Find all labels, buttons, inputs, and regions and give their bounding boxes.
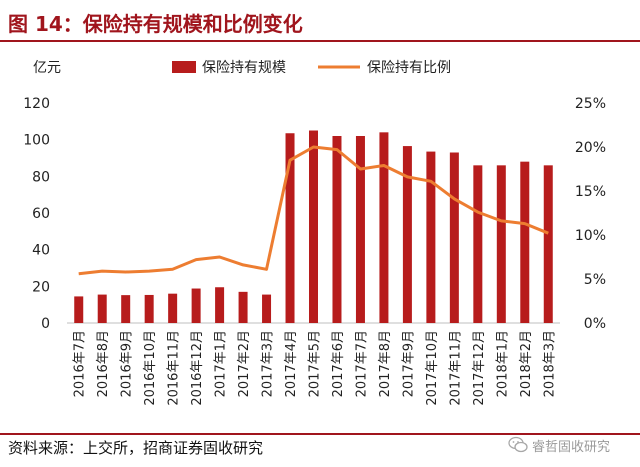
legend-bar-label: 保险持有规模 xyxy=(202,60,286,76)
x-tick-label: 2017年4月 xyxy=(284,330,299,397)
right-axis-ticks: 0% 5% 10% 15% 20% 25% xyxy=(575,96,606,332)
left-tick-label: 60 xyxy=(32,206,50,222)
legend: 保险持有规模 保险持有比例 xyxy=(172,60,451,76)
x-tick-label: 2017年3月 xyxy=(261,330,276,397)
legend-bar-swatch xyxy=(172,61,196,73)
x-tick-label: 2017年5月 xyxy=(308,330,323,397)
left-tick-label: 40 xyxy=(32,243,50,259)
bar xyxy=(473,165,483,323)
legend-line-label: 保险持有比例 xyxy=(367,60,451,76)
right-tick-label: 15% xyxy=(575,184,606,200)
right-tick-label: 5% xyxy=(584,272,606,288)
line-series xyxy=(78,145,549,276)
left-tick-label: 0 xyxy=(41,316,50,332)
x-tick-label: 2017年9月 xyxy=(401,330,416,397)
footer-divider xyxy=(0,433,640,435)
bar xyxy=(144,294,154,323)
bar xyxy=(121,295,131,323)
bar xyxy=(449,152,459,323)
x-tick-label: 2017年7月 xyxy=(354,330,369,397)
x-tick-label: 2016年7月 xyxy=(73,330,88,397)
right-tick-label: 20% xyxy=(575,140,606,156)
left-tick-label: 100 xyxy=(23,133,50,149)
chart: 亿元 保险持有规模 保险持有比例 0 20 40 60 80 100 120 0% 5% 10%… xyxy=(23,60,606,406)
x-axis-ticks: 2016年7月 2016年8月 2016年9月 2016年10月 2016年11月 201… xyxy=(73,330,558,406)
x-tick-label: 2016年10月 xyxy=(143,330,158,406)
bar xyxy=(215,287,225,323)
x-tick-label: 2016年11月 xyxy=(167,330,182,406)
bar xyxy=(262,294,272,323)
right-tick-label: 0% xyxy=(584,316,606,332)
x-tick-label: 2018年3月 xyxy=(542,330,557,397)
left-tick-label: 20 xyxy=(32,279,50,295)
right-tick-label: 10% xyxy=(575,228,606,244)
bar xyxy=(97,294,107,323)
right-tick-label: 25% xyxy=(575,96,606,112)
bar xyxy=(543,165,553,323)
x-tick-label: 2017年8月 xyxy=(378,330,393,397)
left-axis-ticks: 0 20 40 60 80 100 120 xyxy=(23,96,50,332)
x-tick-label: 2017年10月 xyxy=(425,330,440,406)
x-tick-label: 2016年9月 xyxy=(120,330,135,397)
left-tick-label: 120 xyxy=(23,96,50,112)
bar xyxy=(355,136,365,323)
figure-title: 图 14：保险持有规模和比例变化 xyxy=(8,12,303,36)
bar xyxy=(496,165,506,323)
watermark-text: 睿哲固收研究 xyxy=(532,439,611,455)
bar xyxy=(332,136,342,323)
bar xyxy=(191,288,201,323)
bar xyxy=(168,293,178,323)
x-tick-label: 2018年1月 xyxy=(495,330,510,397)
x-tick-label: 2016年8月 xyxy=(96,330,111,397)
left-tick-label: 80 xyxy=(32,169,50,185)
bar xyxy=(426,151,436,323)
bar-series xyxy=(74,130,553,323)
x-tick-label: 2016年12月 xyxy=(190,330,205,406)
bar xyxy=(285,133,295,323)
left-axis-unit: 亿元 xyxy=(33,60,61,76)
x-tick-label: 2017年12月 xyxy=(472,330,487,406)
bar xyxy=(402,146,412,323)
x-tick-label: 2017年11月 xyxy=(448,330,463,406)
wechat-icon xyxy=(508,436,528,453)
source-note: 资料来源：上交所，招商证券固收研究 xyxy=(8,439,264,457)
bar xyxy=(238,291,248,323)
x-tick-label: 2017年2月 xyxy=(237,330,252,397)
watermark: 睿哲固收研究 xyxy=(508,432,636,458)
bar xyxy=(379,132,389,323)
x-tick-label: 2018年2月 xyxy=(519,330,534,397)
x-tick-label: 2017年6月 xyxy=(331,330,346,397)
bar xyxy=(74,296,84,323)
bar xyxy=(309,130,318,323)
title-divider xyxy=(0,40,640,42)
bar xyxy=(520,161,530,323)
x-tick-label: 2017年1月 xyxy=(214,330,229,397)
